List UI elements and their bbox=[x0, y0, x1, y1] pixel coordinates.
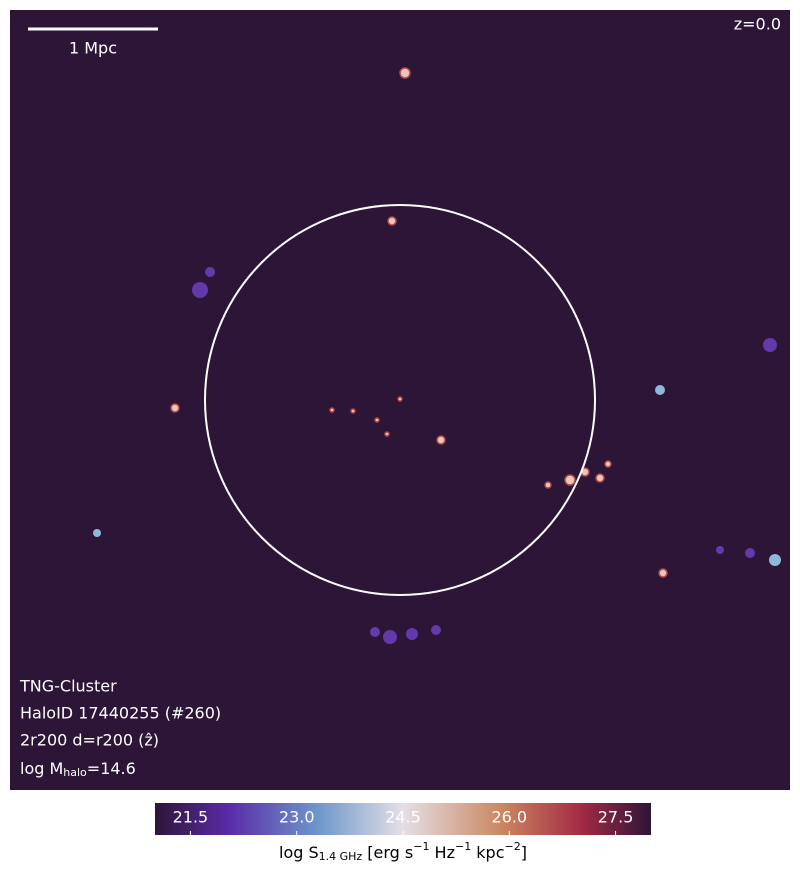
emission-blob bbox=[436, 435, 446, 445]
label-part: log S bbox=[279, 843, 319, 862]
colorbar-label: log S1.4 GHz [erg s−1 Hz−1 kpc−2] bbox=[279, 840, 527, 863]
emission-blob bbox=[406, 628, 418, 640]
emission-blob bbox=[745, 548, 755, 558]
emission-blob bbox=[564, 474, 576, 486]
emission-blob bbox=[399, 67, 411, 79]
emission-blob bbox=[93, 529, 101, 537]
r200-circle bbox=[204, 204, 596, 596]
emission-blob bbox=[374, 417, 380, 423]
label-superscript: −2 bbox=[505, 840, 521, 853]
label-superscript: −1 bbox=[455, 840, 471, 853]
emission-blob bbox=[370, 627, 380, 637]
label-part: ] bbox=[521, 843, 527, 862]
mass-subscript: halo bbox=[63, 766, 87, 779]
colorbar-tick-label: 27.5 bbox=[598, 808, 634, 827]
emission-blob bbox=[763, 338, 777, 352]
mass-value: =14.6 bbox=[87, 759, 136, 778]
projection-label: 2r200 d=r200 (ẑ) bbox=[20, 731, 159, 750]
colorbar bbox=[155, 803, 651, 835]
colorbar-tick-label: 26.0 bbox=[491, 808, 527, 827]
emission-blob bbox=[769, 554, 781, 566]
colorbar-tick-label: 24.5 bbox=[385, 808, 421, 827]
emission-blob bbox=[170, 403, 180, 413]
emission-blob bbox=[350, 408, 356, 414]
redshift-label: z=0.0 bbox=[734, 15, 781, 34]
emission-blob bbox=[658, 568, 668, 578]
emission-blob bbox=[384, 431, 390, 437]
emission-blob bbox=[655, 385, 665, 395]
label-part: kpc bbox=[471, 843, 504, 862]
emission-blob bbox=[329, 407, 335, 413]
label-part: Hz bbox=[429, 843, 455, 862]
emission-blob bbox=[604, 460, 612, 468]
mass-text: log M bbox=[20, 759, 63, 778]
emission-blob bbox=[383, 630, 397, 644]
colorbar-tick-label: 23.0 bbox=[279, 808, 315, 827]
simulation-label: TNG-Cluster bbox=[19, 677, 117, 696]
emission-blob bbox=[716, 546, 724, 554]
scale-bar-label: 1 Mpc bbox=[69, 39, 117, 58]
emission-blob bbox=[544, 481, 552, 489]
halo-id-label: HaloID 17440255 (#260) bbox=[20, 704, 221, 723]
emission-blob bbox=[387, 216, 397, 226]
emission-blob bbox=[431, 625, 441, 635]
mass-label: log Mhalo=14.6 bbox=[20, 759, 136, 780]
emission-blob bbox=[397, 396, 403, 402]
emission-blob bbox=[205, 267, 215, 277]
emission-blob bbox=[192, 282, 208, 298]
emission-blob bbox=[595, 473, 605, 483]
label-superscript: −1 bbox=[413, 840, 429, 853]
colorbar-tick-label: 21.5 bbox=[173, 808, 209, 827]
label-subscript: 1.4 GHz bbox=[319, 850, 363, 863]
emission-features bbox=[93, 67, 781, 644]
label-part: [erg s bbox=[362, 843, 413, 862]
